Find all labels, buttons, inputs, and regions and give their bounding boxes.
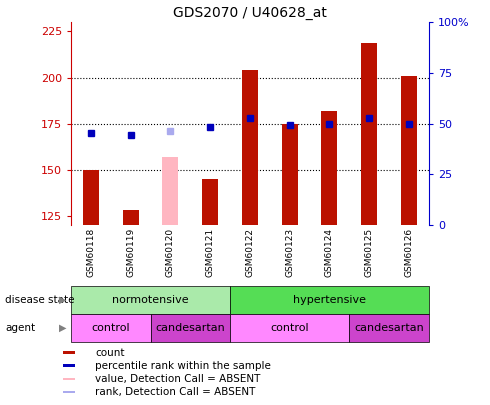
Text: rank, Detection Call = ABSENT: rank, Detection Call = ABSENT [96, 387, 256, 397]
Text: candesartan: candesartan [354, 323, 424, 333]
Text: GSM60125: GSM60125 [365, 228, 374, 277]
Bar [401, 76, 417, 225]
Bar [71, 286, 230, 314]
Title: GDS2070 / U40628_at: GDS2070 / U40628_at [173, 6, 327, 20]
Bar [63, 390, 75, 393]
Bar [230, 286, 429, 314]
Bar [361, 43, 377, 225]
Bar [230, 314, 349, 342]
Text: candesartan: candesartan [155, 323, 225, 333]
Text: value, Detection Call = ABSENT: value, Detection Call = ABSENT [96, 374, 261, 384]
Text: GSM60126: GSM60126 [404, 228, 414, 277]
Text: GSM60124: GSM60124 [325, 228, 334, 277]
Text: disease state: disease state [5, 295, 74, 305]
Bar [63, 364, 75, 367]
Text: percentile rank within the sample: percentile rank within the sample [96, 361, 271, 371]
Bar [163, 157, 178, 225]
Text: GSM60123: GSM60123 [285, 228, 294, 277]
Bar [63, 352, 75, 354]
Text: GSM60119: GSM60119 [126, 228, 135, 277]
Bar [63, 377, 75, 380]
Bar [349, 314, 429, 342]
Bar [71, 314, 150, 342]
Bar [242, 70, 258, 225]
Bar [282, 124, 297, 225]
Text: control: control [270, 323, 309, 333]
Bar [83, 170, 99, 225]
Bar [122, 210, 139, 225]
Text: GSM60118: GSM60118 [86, 228, 96, 277]
Text: agent: agent [5, 323, 35, 333]
Text: normotensive: normotensive [112, 295, 189, 305]
Text: ▶: ▶ [59, 295, 67, 305]
Bar [150, 314, 230, 342]
Text: GSM60122: GSM60122 [245, 228, 254, 277]
Bar [321, 111, 337, 225]
Text: hypertensive: hypertensive [293, 295, 366, 305]
Text: ▶: ▶ [59, 323, 67, 333]
Text: control: control [92, 323, 130, 333]
Bar [202, 179, 218, 225]
Text: count: count [96, 348, 125, 358]
Text: GSM60121: GSM60121 [206, 228, 215, 277]
Text: GSM60120: GSM60120 [166, 228, 175, 277]
